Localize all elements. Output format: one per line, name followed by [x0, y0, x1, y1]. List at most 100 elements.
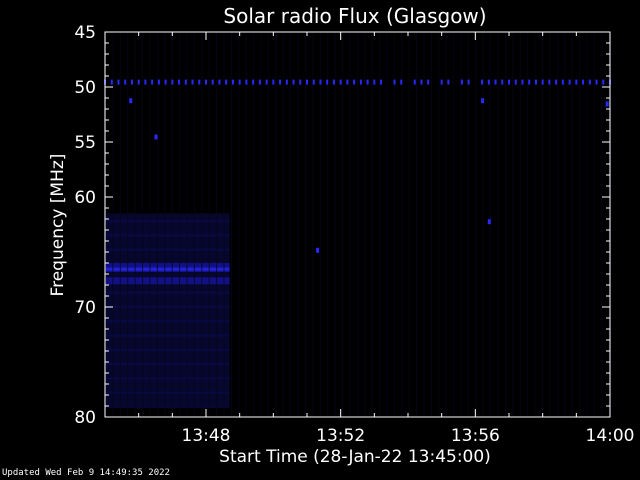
interference-dot [508, 79, 510, 85]
interference-dot [373, 79, 376, 85]
sweep-column [430, 33, 432, 416]
signal-spot [487, 219, 491, 225]
plot-frame [104, 31, 611, 418]
y-axis: 45 50 55 60 70 80 [74, 23, 610, 428]
sweep-column [327, 33, 329, 416]
interference-dot [460, 79, 463, 85]
interference-dot [514, 79, 517, 85]
interference-dot [487, 79, 490, 85]
x-axis-label: Start Time (28-Jan-22 13:45:00) [219, 447, 491, 467]
x-tick-label: 13:52 [316, 426, 365, 446]
interference-dot [534, 79, 537, 85]
sweep-column [467, 33, 469, 416]
sweep-column [438, 33, 440, 416]
sweep-column [267, 33, 269, 416]
interference-dot [521, 79, 524, 85]
x-tick-label: 13:56 [451, 426, 500, 446]
sweep-column [356, 33, 358, 416]
interference-dot [541, 79, 544, 85]
sweep-column [549, 33, 551, 416]
interference-dot [265, 79, 268, 85]
emission-band [105, 348, 230, 351]
interference-dot [164, 79, 167, 85]
interference-dot [299, 79, 302, 85]
sweep-column [260, 33, 262, 416]
interference-dot [339, 79, 342, 85]
interference-dot [178, 79, 181, 85]
sweep-column [601, 33, 603, 416]
interference-dot [117, 79, 120, 85]
interference-dot [258, 79, 261, 85]
chart-title: Solar radio Flux (Glasgow) [223, 4, 486, 28]
sweep-column [149, 33, 151, 416]
early-emission-region [105, 213, 230, 406]
emission-band [105, 277, 230, 285]
y-tick-label: 50 [74, 78, 96, 98]
sweep-column [593, 33, 595, 416]
sweep-column [608, 33, 610, 416]
sweep-column [164, 33, 166, 416]
emission-band [105, 234, 230, 237]
sweep-column [297, 33, 299, 416]
y-tick-label: 70 [74, 298, 96, 318]
updated-timestamp: Updated Wed Feb 9 14:49:35 2022 [2, 468, 170, 478]
sweep-column [127, 33, 129, 416]
interference-dot [272, 79, 275, 85]
emission-peak-band [105, 267, 230, 272]
x-tick-label: 13:48 [182, 426, 231, 446]
interference-dot [184, 79, 187, 85]
sweep-column [319, 33, 321, 416]
sweep-column [208, 33, 210, 416]
interference-dot [575, 79, 578, 85]
sweep-column [527, 33, 529, 416]
sweep-column [186, 33, 188, 416]
sweep-column [482, 33, 484, 416]
signal-spot [129, 98, 133, 104]
interference-dot [198, 79, 201, 85]
interference-dot [225, 79, 228, 85]
spectrogram-data [104, 33, 611, 416]
interference-dot [332, 79, 335, 85]
sweep-column [401, 33, 403, 416]
sweep-column [453, 33, 455, 416]
sweep-column [253, 33, 255, 416]
sweep-column [275, 33, 277, 416]
interference-dot [285, 79, 288, 85]
interference-dot [447, 79, 450, 85]
sweep-column [423, 33, 425, 416]
interference-dot [252, 79, 255, 85]
interference-dot [561, 79, 564, 85]
interference-dot [359, 79, 362, 85]
interference-dot [440, 79, 443, 85]
interference-dot [467, 79, 470, 85]
interference-dot [501, 79, 504, 85]
interference-dot [211, 79, 214, 85]
sweep-column [393, 33, 395, 416]
y-tick-label: 45 [74, 23, 96, 43]
signal-spot [481, 98, 485, 104]
interference-dot [400, 79, 403, 85]
emission-band [105, 263, 230, 270]
interference-dot [292, 79, 295, 85]
sweep-column [534, 33, 536, 416]
interference-dot [380, 79, 383, 85]
interference-dot [151, 79, 154, 85]
interference-dot [588, 79, 591, 85]
interference-dot [420, 79, 423, 85]
signal-spot [154, 134, 158, 140]
sweep-column [460, 33, 462, 416]
sweep-column [171, 33, 173, 416]
sweep-column [342, 33, 344, 416]
interference-dot [319, 79, 322, 85]
interference-dot [528, 79, 531, 85]
interference-dot [366, 79, 369, 85]
sweep-column [408, 33, 410, 416]
interference-dot [124, 79, 127, 85]
interference-dot [568, 79, 571, 85]
y-tick-label: 80 [74, 408, 96, 428]
interference-dot [312, 79, 315, 85]
sweep-column [497, 33, 499, 416]
sweep-column [245, 33, 247, 416]
interference-dot [548, 79, 551, 85]
